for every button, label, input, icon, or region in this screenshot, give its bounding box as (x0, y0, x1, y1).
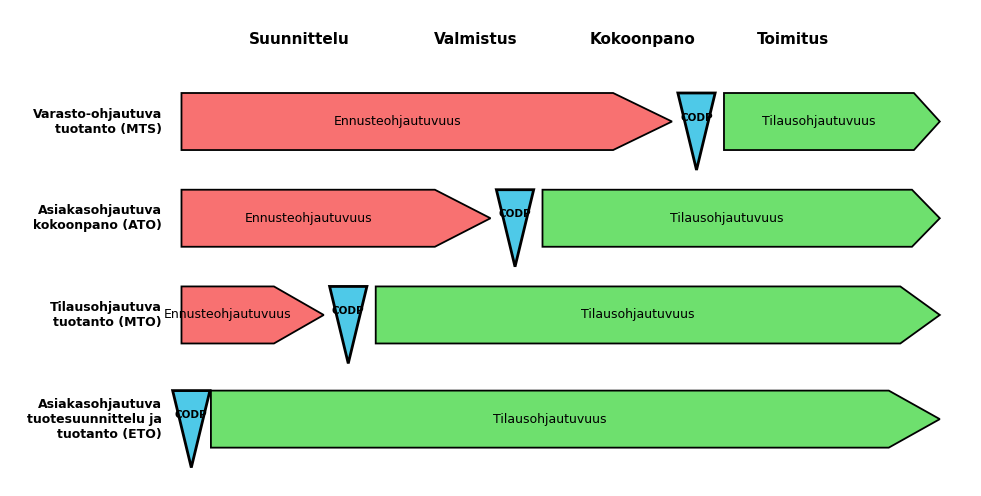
Text: CODP: CODP (332, 306, 365, 316)
Text: Tilausohjautuvuus: Tilausohjautuvuus (493, 413, 606, 426)
Text: Tilausohjautuvuus: Tilausohjautuvuus (670, 212, 784, 225)
Polygon shape (678, 93, 715, 170)
Text: Ennusteohjautuvuus: Ennusteohjautuvuus (334, 115, 461, 128)
Text: Varasto-ohjautuva
tuotanto (MTS): Varasto-ohjautuva tuotanto (MTS) (32, 108, 162, 135)
Text: Tilausohjautuvuus: Tilausohjautuvuus (762, 115, 876, 128)
Polygon shape (376, 287, 940, 343)
Polygon shape (330, 287, 367, 364)
Polygon shape (211, 391, 940, 447)
Polygon shape (542, 189, 940, 247)
Text: Ennusteohjautuvuus: Ennusteohjautuvuus (244, 212, 372, 225)
Text: Valmistus: Valmistus (434, 32, 518, 47)
Text: Tilausohjautuvuus: Tilausohjautuvuus (582, 309, 695, 321)
Text: Asiakasohjautuva
tuotesuunnittelu ja
tuotanto (ETO): Asiakasohjautuva tuotesuunnittelu ja tuo… (27, 398, 162, 440)
Polygon shape (181, 287, 324, 343)
Text: CODP: CODP (680, 113, 713, 123)
Polygon shape (173, 391, 210, 468)
Text: Suunnittelu: Suunnittelu (249, 32, 349, 47)
Text: Ennusteohjautuvuus: Ennusteohjautuvuus (164, 309, 291, 321)
Text: CODP: CODP (498, 209, 532, 219)
Polygon shape (724, 93, 940, 150)
Polygon shape (496, 189, 534, 267)
Text: Tilausohjautuva
tuotanto (MTO): Tilausohjautuva tuotanto (MTO) (50, 301, 162, 329)
Text: Kokoonpano: Kokoonpano (590, 32, 696, 47)
Polygon shape (181, 93, 672, 150)
Text: Toimitus: Toimitus (756, 32, 829, 47)
Text: CODP: CODP (175, 410, 208, 420)
Text: Asiakasohjautuva
kokoonpano (ATO): Asiakasohjautuva kokoonpano (ATO) (33, 204, 162, 232)
Polygon shape (181, 189, 490, 247)
